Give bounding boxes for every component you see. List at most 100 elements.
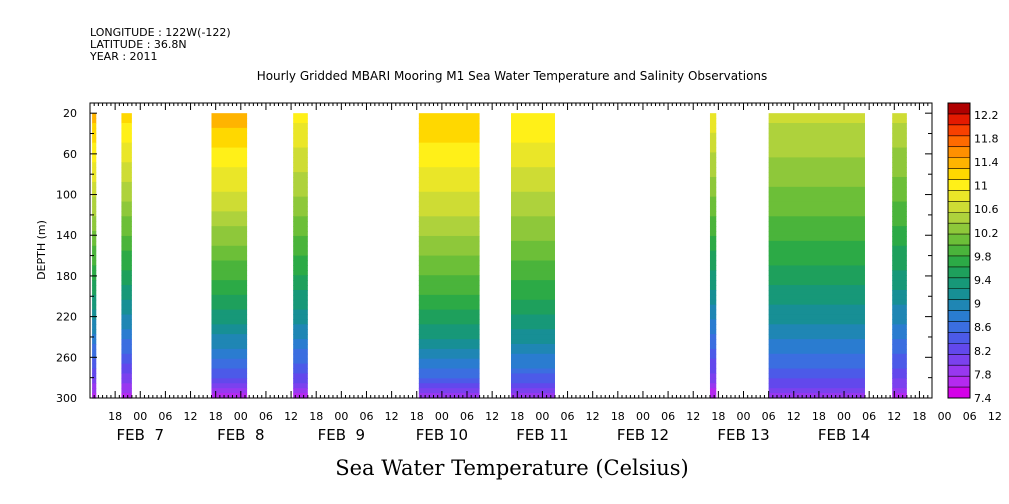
colorbar-tick-label: 7.8 bbox=[974, 368, 992, 381]
temperature-cell bbox=[418, 265, 480, 271]
temperature-cell bbox=[211, 235, 248, 242]
temperature-cell bbox=[709, 211, 717, 217]
time-tick-label: 00 bbox=[133, 410, 147, 423]
temperature-cell bbox=[892, 152, 907, 158]
depth-axis-label: DEPTH (m) bbox=[35, 220, 48, 280]
temperature-cell bbox=[211, 201, 248, 208]
temperature-cell bbox=[211, 334, 248, 340]
temperature-cell bbox=[293, 358, 308, 365]
temperature-cell bbox=[121, 314, 132, 321]
colorbar-swatch bbox=[948, 288, 970, 301]
temperature-cell bbox=[511, 211, 555, 217]
temperature-cell bbox=[768, 132, 865, 139]
temperature-cell bbox=[768, 363, 865, 370]
time-tick-label: 12 bbox=[787, 410, 801, 423]
temperature-cell bbox=[768, 127, 865, 134]
temperature-cell bbox=[418, 353, 480, 360]
temperature-cell bbox=[211, 368, 248, 375]
temperature-cell bbox=[709, 216, 717, 222]
temperature-cell bbox=[293, 226, 308, 232]
temperature-cell bbox=[418, 334, 480, 340]
depth-tick-label: 220 bbox=[56, 311, 77, 324]
temperature-cell bbox=[892, 329, 907, 335]
temperature-cell bbox=[121, 206, 132, 212]
colorbar-swatch bbox=[948, 124, 970, 137]
temperature-cell bbox=[211, 186, 248, 193]
temperature-cell bbox=[121, 265, 132, 271]
temperature-cell bbox=[418, 221, 480, 227]
temperature-cell bbox=[892, 186, 907, 193]
temperature-cell bbox=[511, 324, 555, 330]
temperature-cell bbox=[121, 343, 132, 350]
colorbar-tick-label: 7.4 bbox=[974, 392, 992, 405]
temperature-cell bbox=[121, 285, 132, 291]
time-tick-label: 18 bbox=[309, 410, 323, 423]
temperature-cell bbox=[892, 304, 907, 311]
date-label: FEB 7 bbox=[117, 426, 164, 444]
temperature-cell bbox=[768, 358, 865, 365]
temperature-cell bbox=[511, 294, 555, 301]
temperature-cell bbox=[709, 240, 717, 247]
temperature-cell bbox=[709, 343, 717, 350]
temperature-cell bbox=[121, 221, 132, 227]
temperature-cell bbox=[121, 122, 132, 129]
temperature-cell bbox=[92, 304, 97, 311]
temperature-cell bbox=[211, 319, 248, 325]
temperature-cell bbox=[511, 358, 555, 365]
data-segment bbox=[121, 113, 132, 399]
data-segment bbox=[92, 113, 97, 399]
temperature-cell bbox=[211, 343, 248, 350]
temperature-cell bbox=[511, 231, 555, 237]
temperature-cell bbox=[768, 260, 865, 267]
temperature-cell bbox=[418, 152, 480, 158]
temperature-cell bbox=[92, 216, 97, 222]
colorbar-swatch bbox=[948, 310, 970, 323]
temperature-cell bbox=[768, 201, 865, 208]
temperature-cell bbox=[121, 152, 132, 158]
time-tick-label: 12 bbox=[485, 410, 499, 423]
temperature-cell bbox=[418, 358, 480, 365]
temperature-cell bbox=[92, 378, 97, 384]
temperature-cell bbox=[418, 383, 480, 389]
temperature-cell bbox=[768, 314, 865, 321]
temperature-cell bbox=[121, 378, 132, 384]
colorbar-swatch bbox=[948, 179, 970, 191]
temperature-cell bbox=[293, 137, 308, 144]
colorbar-swatch bbox=[948, 157, 970, 170]
temperature-cell bbox=[892, 191, 907, 198]
temperature-cell bbox=[709, 177, 717, 183]
time-tick-label: 06 bbox=[561, 410, 575, 423]
temperature-cell bbox=[418, 393, 480, 399]
temperature-cell bbox=[293, 216, 308, 222]
temperature-cell bbox=[892, 196, 907, 203]
temperature-cell bbox=[768, 353, 865, 360]
temperature-cell bbox=[121, 393, 132, 399]
temperature-cell bbox=[92, 319, 97, 325]
temperature-cell bbox=[211, 304, 248, 311]
temperature-cell bbox=[92, 127, 97, 134]
temperature-cell bbox=[92, 348, 97, 355]
temperature-cell bbox=[92, 265, 97, 271]
temperature-cell bbox=[293, 368, 308, 375]
temperature-cell bbox=[211, 221, 248, 227]
temperature-cell bbox=[768, 373, 865, 379]
temperature-cell bbox=[511, 118, 555, 124]
temperature-cell bbox=[418, 368, 480, 375]
temperature-cell bbox=[121, 162, 132, 168]
temperature-cell bbox=[293, 245, 308, 252]
temperature-cell bbox=[709, 196, 717, 203]
colorbar-swatch bbox=[948, 212, 970, 224]
temperature-cell bbox=[293, 393, 308, 399]
temperature-cell bbox=[709, 201, 717, 208]
temperature-cell bbox=[92, 122, 97, 129]
temperature-cell bbox=[418, 162, 480, 168]
temperature-cell bbox=[511, 373, 555, 379]
temperature-cell bbox=[418, 211, 480, 217]
temperature-cell bbox=[418, 339, 480, 345]
temperature-cell bbox=[768, 221, 865, 227]
temperature-cell bbox=[293, 172, 308, 178]
temperature-cell bbox=[121, 201, 132, 208]
temperature-cell bbox=[892, 358, 907, 365]
colorbar-tick-label: 9.4 bbox=[974, 274, 992, 287]
